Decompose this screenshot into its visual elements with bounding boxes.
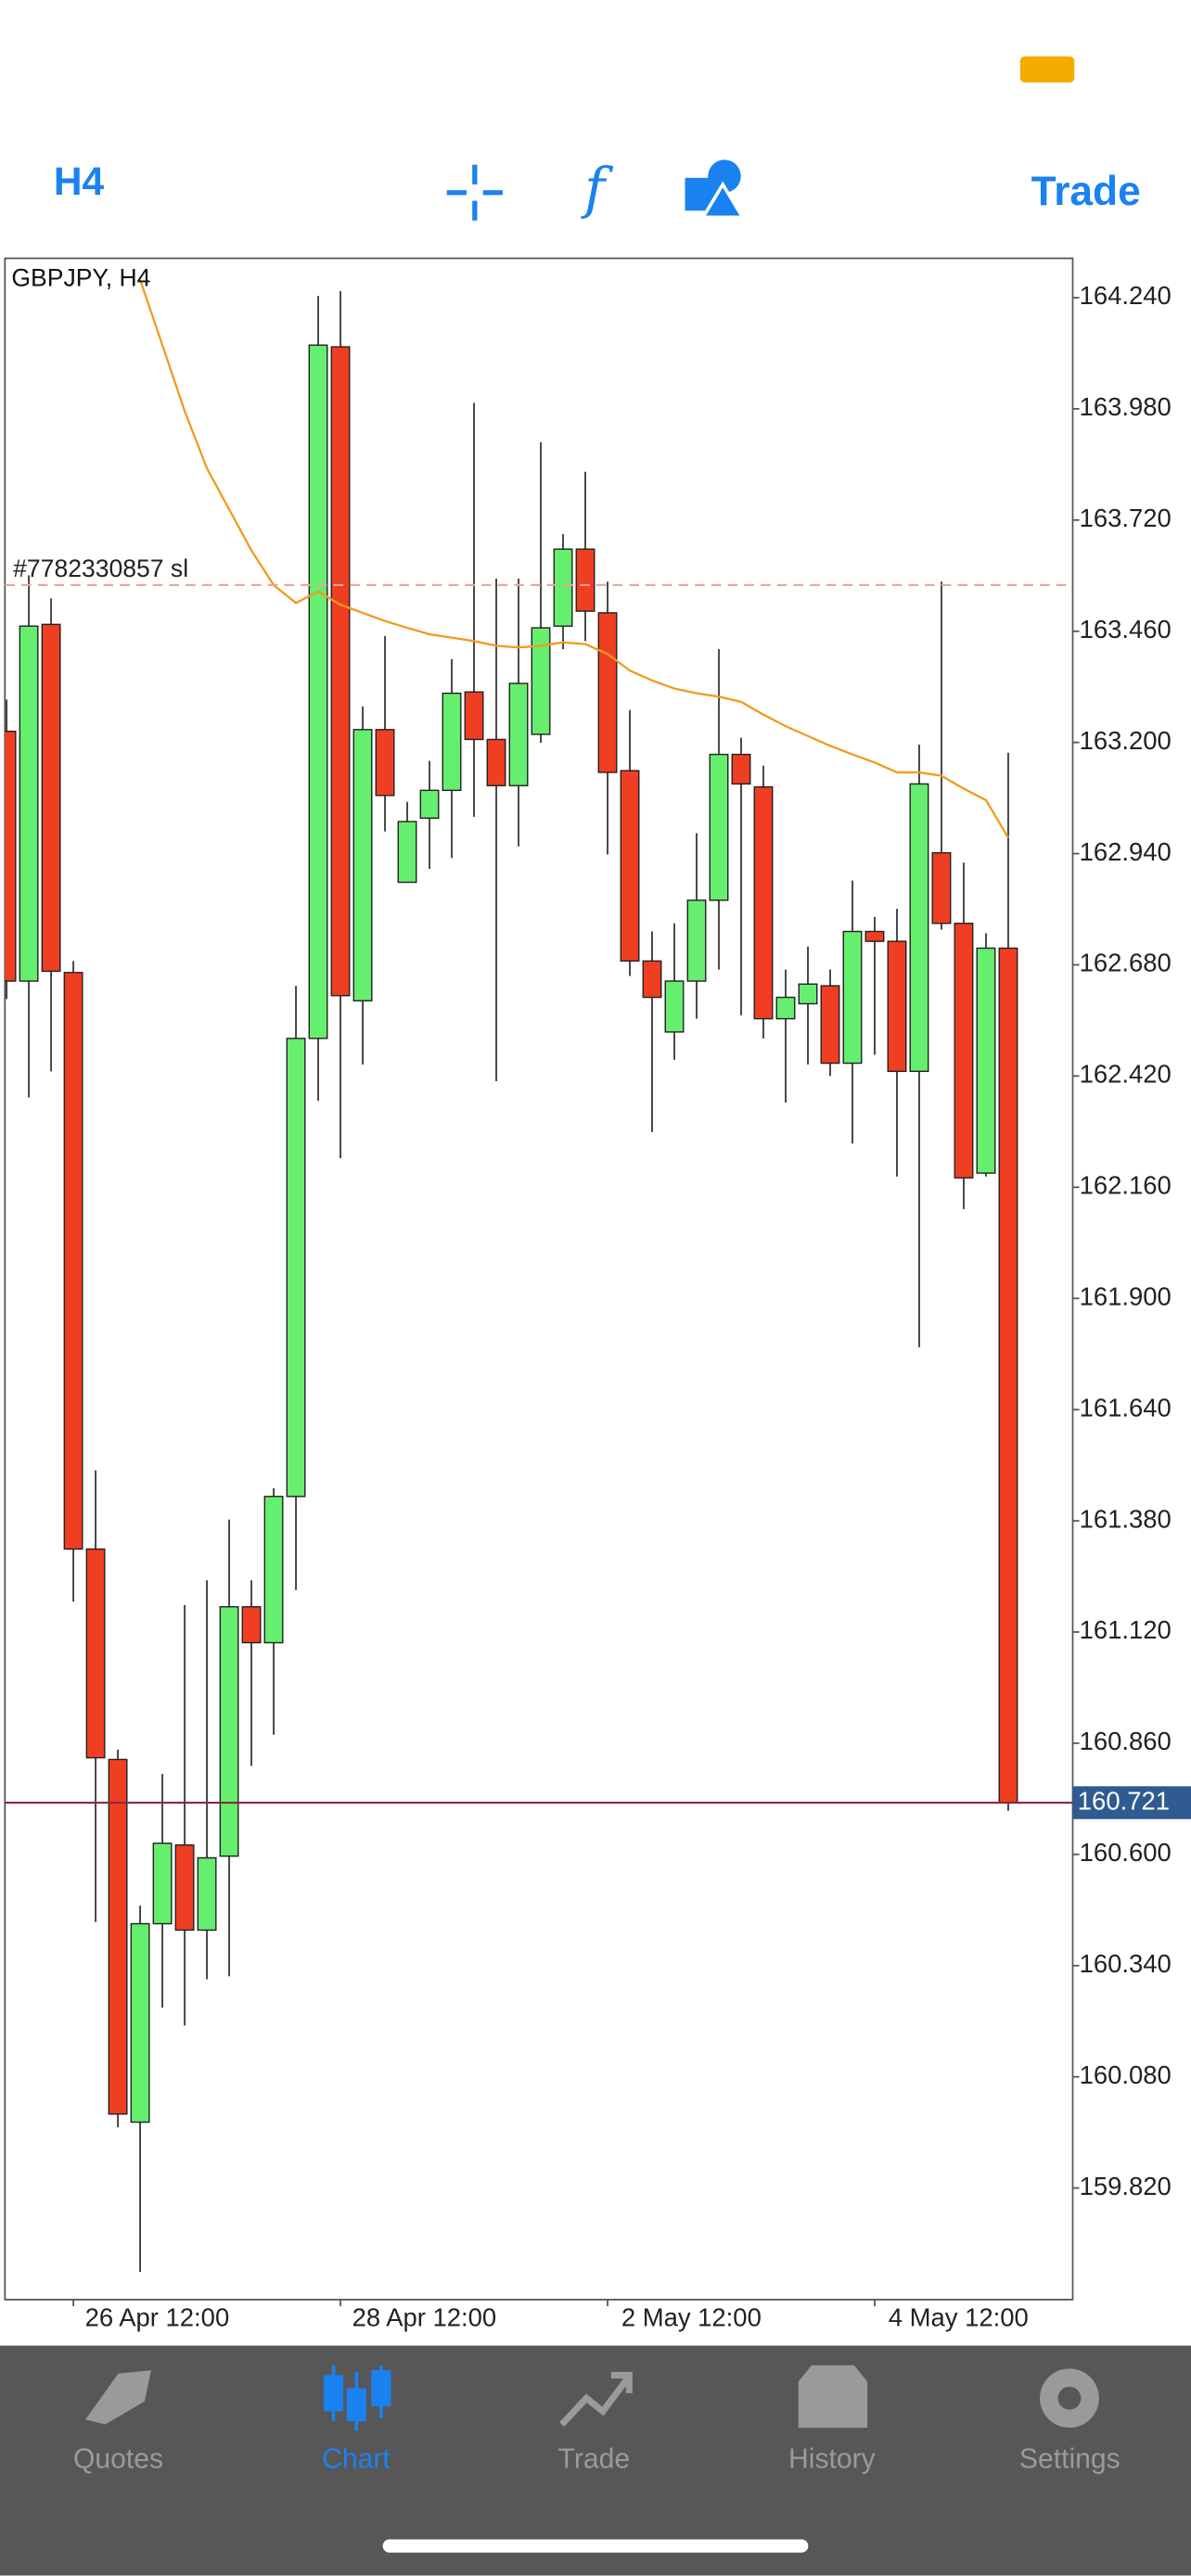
indicators-button[interactable]: f <box>581 156 614 221</box>
candle-body <box>642 960 662 999</box>
candle-body <box>620 770 640 963</box>
candle-body <box>909 783 929 1073</box>
candle-body <box>464 691 484 741</box>
y-tick-label: 162.160 <box>1080 1171 1172 1200</box>
candle-body <box>731 753 751 785</box>
status-badge <box>1019 56 1075 83</box>
settings-icon <box>1040 2368 1099 2429</box>
candle-body <box>508 682 529 786</box>
moving-average-line <box>138 279 1009 839</box>
candle-body <box>887 940 907 1073</box>
candle-body <box>664 980 685 1033</box>
candle-body <box>108 1758 128 2115</box>
candle-body <box>85 1548 106 1759</box>
tab-label[interactable]: History <box>788 2443 876 2474</box>
candle-body <box>486 738 506 786</box>
candle-body <box>775 996 796 1020</box>
candle-body <box>152 1843 173 1925</box>
tab-label[interactable]: Chart <box>322 2443 391 2474</box>
y-tick-label: 160.080 <box>1080 2060 1172 2089</box>
candle-body <box>597 612 618 773</box>
y-tick-label: 162.420 <box>1080 1060 1172 1089</box>
chart-title: GBPJPY, H4 <box>11 264 150 292</box>
timeframe-button[interactable]: H4 <box>54 160 105 204</box>
candle-body <box>553 548 573 627</box>
y-tick-label: 163.720 <box>1080 504 1172 532</box>
candle-body <box>197 1856 217 1932</box>
candle-body <box>330 346 351 997</box>
current-price-label: 160.721 <box>1078 1786 1170 1815</box>
candle-body <box>375 729 395 797</box>
x-tick-label: 26 Apr 12:00 <box>85 2302 230 2331</box>
x-tick-label: 2 May 12:00 <box>621 2302 762 2331</box>
candle-body <box>575 548 596 612</box>
candle-body <box>931 851 952 925</box>
home-indicator <box>382 2539 809 2553</box>
candle-body <box>798 983 818 1005</box>
plot-area <box>5 279 1018 2272</box>
candle-body <box>308 344 328 1039</box>
candle-body <box>709 753 729 901</box>
y-tick-label: 163.200 <box>1080 726 1172 755</box>
objects-button[interactable] <box>685 159 746 220</box>
chart-icon <box>323 2365 391 2431</box>
candle-body <box>442 692 462 792</box>
candle-body <box>63 972 83 1550</box>
tab-bar <box>0 2345 1191 2576</box>
chart-frame <box>4 257 1074 2301</box>
tab-label[interactable]: Quotes <box>73 2443 163 2474</box>
candle-body <box>531 627 551 735</box>
current-price-box <box>1072 1786 1191 1819</box>
y-tick-label: 161.380 <box>1080 1504 1172 1533</box>
stop-loss-label: #7782330857 sl <box>13 555 188 582</box>
candle-body <box>174 1843 195 1932</box>
y-tick-label: 159.820 <box>1080 2172 1172 2200</box>
candle-body <box>419 789 440 820</box>
y-tick-label: 161.900 <box>1080 1282 1172 1310</box>
candle-body <box>19 625 39 982</box>
y-tick-label: 161.640 <box>1080 1393 1172 1422</box>
candle-body <box>130 1922 150 2123</box>
y-tick-label: 163.460 <box>1080 615 1172 644</box>
candle-body <box>352 729 373 1001</box>
x-tick-label: 4 May 12:00 <box>889 2302 1029 2331</box>
tab-label[interactable]: Trade <box>558 2443 631 2474</box>
candle-body <box>976 947 996 1174</box>
y-tick-label: 160.860 <box>1080 1727 1172 1755</box>
candle-body <box>998 947 1018 1804</box>
y-tick-label: 160.600 <box>1080 1838 1172 1867</box>
y-tick-label: 162.940 <box>1080 837 1172 866</box>
candle-body <box>41 623 61 973</box>
candle-body <box>820 985 840 1065</box>
crosshair-button[interactable] <box>446 164 503 221</box>
y-tick-label: 163.980 <box>1080 392 1172 421</box>
quotes-icon <box>85 2370 151 2425</box>
candle-body <box>954 923 974 1179</box>
candle-body <box>753 785 774 1020</box>
x-tick-label: 28 Apr 12:00 <box>352 2302 497 2331</box>
y-tick-label: 160.340 <box>1080 1949 1172 1978</box>
candle-body <box>219 1606 239 1857</box>
candle-body <box>686 899 707 982</box>
tab-label[interactable]: Settings <box>1019 2443 1121 2474</box>
candle-body <box>241 1606 262 1644</box>
candle-body <box>864 930 885 942</box>
candle-body <box>842 930 863 1065</box>
candle-body <box>286 1038 306 1498</box>
y-tick-label: 161.120 <box>1080 1615 1172 1644</box>
y-tick-label: 164.240 <box>1080 281 1172 310</box>
trade-icon <box>559 2371 633 2427</box>
candle-body <box>397 821 417 884</box>
history-icon <box>798 2365 868 2429</box>
trade-button[interactable]: Trade <box>1031 169 1141 214</box>
candle-body <box>5 730 17 982</box>
candle-body <box>263 1496 284 1644</box>
y-tick-label: 162.680 <box>1080 949 1172 977</box>
